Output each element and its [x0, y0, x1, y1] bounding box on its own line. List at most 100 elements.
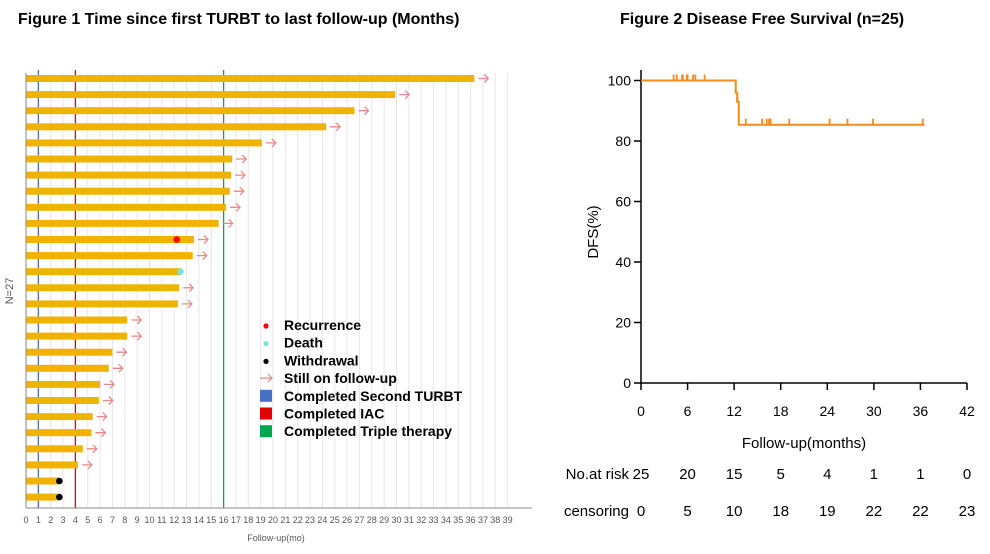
risk-cell: 25	[633, 466, 650, 483]
figure-2-y-ticks: 0 20 40 60 80 100	[608, 73, 641, 391]
followup-arrow	[197, 235, 209, 244]
followup-arrow	[102, 396, 114, 405]
x-tick-label: 18	[243, 515, 253, 525]
x-tick-label: 28	[367, 515, 377, 525]
legend-arrow-icon	[260, 373, 273, 383]
x-tick-label: 6	[98, 515, 103, 525]
figure-1-y-label: N=27	[4, 278, 16, 305]
y-tick-label: 0	[623, 375, 631, 391]
x-tick-label: 1	[36, 515, 41, 525]
followup-arrow	[233, 186, 245, 196]
legend-dot	[263, 358, 269, 364]
figure-2-y-label: DFS(%)	[585, 205, 602, 258]
bar	[26, 461, 78, 469]
x-tick-label: 0	[637, 403, 645, 419]
risk-cell: 4	[823, 466, 831, 483]
followup-arrow	[131, 315, 143, 325]
followup-arrow-path	[230, 202, 241, 212]
followup-arrow-path	[358, 106, 370, 116]
followup-arrow	[265, 138, 277, 148]
risk-cell: 22	[912, 503, 929, 520]
bar	[26, 316, 128, 324]
followup-arrow-path	[131, 315, 143, 325]
bar	[26, 332, 128, 340]
legend-swatch	[260, 389, 272, 402]
followup-arrow-path	[86, 444, 98, 454]
bar	[26, 187, 230, 195]
x-tick-label: 27	[354, 515, 364, 525]
risk-cell: 15	[726, 466, 743, 483]
legend-dot	[263, 341, 269, 347]
x-tick-label: 24	[317, 515, 327, 525]
x-tick-label: 23	[305, 515, 315, 525]
risk-cell: 10	[726, 503, 743, 520]
x-tick-label: 20	[268, 515, 278, 525]
x-tick-label: 12	[169, 515, 179, 525]
followup-arrow	[104, 379, 116, 389]
x-tick-label: 37	[478, 515, 488, 525]
bar	[26, 364, 109, 372]
figure-1-events	[56, 236, 184, 501]
bar	[26, 252, 193, 260]
x-tick-label: 7	[110, 515, 115, 525]
followup-arrow-path	[104, 379, 116, 389]
bar	[26, 284, 180, 292]
y-tick-label: 60	[615, 194, 631, 210]
x-tick-label: 5	[85, 515, 90, 525]
followup-arrow-path	[235, 170, 246, 180]
followup-arrow	[358, 106, 370, 116]
x-tick-label: 29	[379, 515, 389, 525]
figure-1-x-tick-labels: 0 1 2 3 4 5 6 7 8 9 10 11 12 13 14 15 16 17 18 19 20 21 22 23 24…	[23, 515, 512, 525]
followup-arrow-path	[131, 331, 143, 341]
followup-arrow-path	[233, 186, 245, 196]
followup-arrow	[478, 74, 490, 83]
y-tick-label: 80	[615, 133, 631, 149]
x-tick-label: 17	[231, 515, 241, 525]
followup-arrow	[196, 251, 208, 261]
followup-arrow-path	[96, 412, 108, 422]
figure-1-bars	[26, 75, 475, 501]
risk-cell: 19	[819, 503, 836, 520]
y-tick-label: 40	[615, 254, 631, 270]
withdrawal-marker	[56, 493, 63, 501]
risk-cell: 20	[679, 466, 696, 483]
bar	[26, 107, 355, 115]
x-tick-label: 25	[330, 515, 340, 525]
x-tick-label: 24	[819, 403, 835, 419]
risk-row-label: censoring	[564, 503, 629, 520]
legend-label: Still on follow-up	[284, 370, 397, 386]
legend-label: Death	[284, 335, 323, 351]
bar	[26, 171, 232, 179]
x-tick-label: 39	[503, 515, 513, 525]
bar	[26, 445, 83, 453]
risk-cell: 23	[959, 503, 976, 520]
bar	[26, 429, 92, 437]
risk-row-label: No.at risk	[566, 466, 630, 483]
followup-arrow	[95, 428, 107, 438]
bar	[26, 348, 113, 356]
followup-arrow-path	[102, 396, 114, 405]
risk-cell: 5	[777, 466, 785, 483]
followup-arrow-path	[330, 122, 342, 132]
x-tick-label: 10	[144, 515, 154, 525]
x-tick-label: 36	[913, 403, 929, 419]
followup-arrow	[81, 460, 93, 470]
x-tick-label: 19	[256, 515, 266, 525]
legend-label: Completed Second TURBT	[284, 388, 463, 404]
legend-swatch	[260, 425, 272, 438]
x-tick-label: 42	[959, 403, 975, 419]
followup-arrow-path	[112, 363, 124, 373]
followup-arrow-path	[183, 283, 195, 293]
x-tick-label: 0	[23, 515, 28, 525]
y-tick-label: 100	[608, 73, 632, 89]
x-tick-label: 13	[182, 515, 192, 525]
legend-label: Completed IAC	[284, 406, 384, 422]
x-tick-label: 34	[441, 515, 451, 525]
figure-2-title: Figure 2 Disease Free Survival (n=25)	[620, 11, 904, 28]
followup-arrow-path	[196, 251, 208, 261]
followup-arrow-path	[399, 90, 411, 100]
figure-2-x-label: Follow-up(months)	[742, 435, 866, 452]
